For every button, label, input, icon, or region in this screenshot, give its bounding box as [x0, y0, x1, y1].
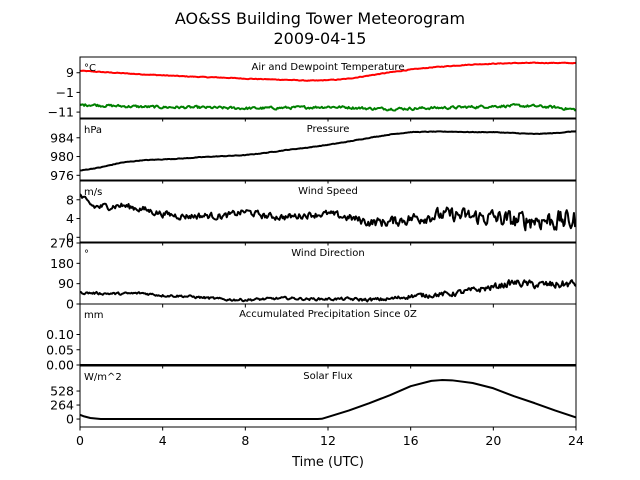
time-axis: 0 4 8 12 16 20 24	[76, 433, 584, 448]
panel-1-series-1-line	[80, 61, 576, 82]
panel-3-series-1-line	[80, 193, 576, 232]
panel-3-ytick-label: 4	[66, 211, 74, 226]
panel-2-unit-label: hPa	[84, 125, 102, 136]
panel-1: −11 −1 9 °C Air and Dewpoint Temperature	[48, 56, 577, 122]
panel-4-ytick-label: 0	[66, 297, 74, 312]
xtick-label: 16	[403, 433, 419, 448]
panel-4-series-1-line	[80, 279, 576, 303]
panel-4-title: Wind Direction	[291, 248, 365, 259]
panel-2: 976 980 984 hPa Pressure	[50, 118, 577, 184]
xtick-label: 4	[159, 433, 167, 448]
panel-6-ytick-label: 0	[66, 412, 74, 427]
panel-2-ytick-label: 984	[50, 130, 74, 145]
panel-2-series-1-line	[80, 130, 576, 172]
panel-2-title: Pressure	[307, 124, 350, 135]
panel-1-ytick-label: −11	[48, 105, 74, 120]
panel-stack: −11−19 °C Air and Dewpoint Temperature9769…	[46, 56, 577, 431]
panel-6-title: Solar Flux	[303, 371, 353, 382]
panel-2-ytick-label: 976	[50, 168, 74, 183]
panel-5-ytick-label: 0.05	[46, 342, 74, 357]
panel-5-unit-label: mm	[84, 310, 103, 321]
panel-6-ytick-label: 528	[50, 384, 74, 399]
xtick-label: 20	[485, 433, 501, 448]
panel-1-ytick-label: −1	[56, 85, 74, 100]
panel-5-ytick-label: 0.00	[46, 358, 74, 373]
panel-1-ytick-label: 9	[66, 65, 74, 80]
panel-6-series-1-line	[80, 379, 576, 421]
panel-4: 0 90 180 270 ° Wind Direction	[50, 236, 577, 312]
panel-3-ytick-label: 8	[66, 192, 74, 207]
panel-5-ytick-label: 0.10	[46, 327, 74, 342]
panel-6-ytick-label: 264	[50, 398, 74, 413]
panel-3-title: Wind Speed	[298, 186, 358, 197]
xtick-label: 24	[568, 433, 584, 448]
panel-3-unit-label: m/s	[84, 187, 102, 198]
xtick-label: 0	[76, 433, 84, 448]
chart-title: AO&SS Building Tower Meteorogram	[175, 9, 465, 28]
panel-6-unit-label: W/m^2	[84, 372, 122, 383]
panel-4-ytick-label: 90	[58, 276, 74, 291]
xtick-label: 12	[320, 433, 336, 448]
panel-4-ytick-label: 270	[50, 236, 74, 251]
panel-1-title: Air and Dewpoint Temperature	[252, 62, 405, 73]
panel-3: 0 4 8 m/s Wind Speed	[66, 180, 577, 246]
x-axis-label: Time (UTC)	[291, 455, 364, 470]
panel-4-unit-label: °	[84, 249, 89, 260]
chart-subtitle: 2009-04-15	[274, 29, 367, 48]
panel-2-ytick-label: 980	[50, 149, 74, 164]
panel-5: 0.000.050.10 mm Accumulated Precipitation …	[46, 303, 577, 373]
panel-1-unit-label: °C	[84, 63, 96, 74]
panel-5-title: Accumulated Precipitation Since 0Z	[239, 309, 417, 320]
panel-1-series-2-line	[80, 103, 576, 112]
xtick-label: 8	[241, 433, 249, 448]
panel-4-ytick-label: 180	[50, 256, 74, 271]
panel-3-ytick-label: 0	[66, 230, 74, 245]
